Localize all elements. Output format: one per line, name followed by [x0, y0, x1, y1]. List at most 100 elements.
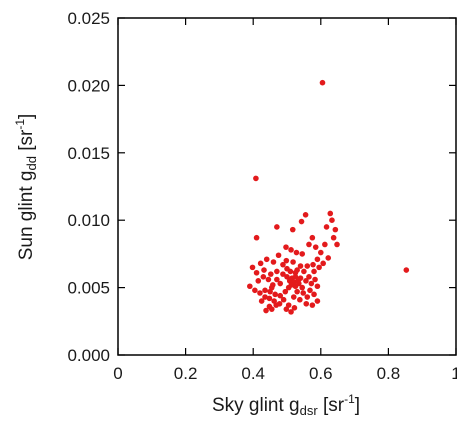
data-point	[316, 264, 322, 271]
data-point	[282, 288, 289, 295]
data-point	[268, 306, 275, 312]
x-tick-label: 0.6	[309, 364, 333, 383]
data-point	[312, 276, 318, 283]
data-point	[314, 256, 321, 263]
data-point	[318, 249, 324, 256]
x-tick-label: 0.8	[377, 364, 401, 383]
y-tick-label: 0.015	[67, 144, 110, 163]
y-tick-label: 0.000	[67, 346, 110, 365]
data-point	[273, 302, 279, 308]
x-tick-label: 1	[451, 364, 457, 383]
data-point	[255, 278, 262, 284]
data-point	[330, 234, 337, 241]
data-point	[267, 271, 274, 277]
data-point	[307, 287, 313, 294]
data-point	[309, 234, 316, 241]
data-point	[304, 294, 311, 300]
data-point	[262, 287, 268, 294]
data-point	[293, 249, 300, 256]
data-point	[263, 256, 270, 263]
data-point	[322, 241, 328, 248]
data-point	[283, 306, 290, 312]
y-axis-title: Sun glint gdd [sr-1]	[13, 114, 39, 261]
data-point	[311, 291, 317, 298]
x-axis-title: Sky glint gdsr [sr-1]	[212, 392, 360, 418]
data-point	[329, 217, 335, 223]
data-point	[296, 280, 302, 287]
tick-labels: 0 0.2 0.4 0.6 0.8 1 0.000 0.005 0.010 0.015 0.020 0…	[67, 9, 457, 383]
data-point	[274, 276, 280, 283]
data-point	[327, 210, 334, 217]
data-point	[309, 302, 316, 308]
data-point	[283, 257, 290, 264]
data-point	[403, 267, 410, 273]
data-point	[272, 291, 278, 298]
data-point	[277, 280, 284, 287]
data-point	[299, 284, 306, 291]
data-point	[303, 278, 309, 284]
data-point	[263, 307, 269, 314]
data-point	[284, 274, 290, 280]
x-tick-label: 0	[113, 364, 122, 383]
data-point	[302, 212, 309, 218]
data-point	[301, 268, 307, 275]
data-point	[292, 274, 299, 280]
data-point	[247, 283, 253, 290]
data-point	[291, 305, 298, 311]
data-point	[314, 283, 321, 290]
data-point	[277, 292, 284, 299]
data-point	[332, 226, 339, 233]
data-point	[297, 263, 304, 269]
y-tick-label: 0.010	[67, 211, 110, 230]
data-point	[312, 244, 319, 250]
data-point	[285, 284, 292, 291]
data-point	[280, 261, 286, 268]
data-point	[320, 260, 326, 267]
data-point	[249, 264, 256, 271]
data-point	[323, 224, 330, 230]
data-point	[261, 267, 267, 273]
data-point	[265, 276, 272, 283]
data-point	[319, 79, 326, 86]
data-point	[285, 302, 292, 308]
data-point	[311, 268, 317, 275]
data-point	[266, 295, 273, 302]
data-point	[253, 234, 260, 241]
data-point	[290, 259, 296, 265]
data-point	[294, 288, 300, 295]
data-point	[274, 224, 280, 230]
x-tick-label: 0.4	[241, 364, 265, 383]
data-point	[253, 269, 260, 276]
data-point	[303, 300, 310, 307]
data-point	[297, 275, 304, 281]
data-point	[325, 255, 332, 261]
data-point	[306, 274, 312, 280]
data-point	[304, 263, 311, 269]
data-point	[252, 287, 258, 294]
data-point	[284, 265, 290, 272]
data-point	[290, 294, 297, 300]
data-point	[310, 261, 316, 268]
data-points	[247, 79, 410, 315]
data-point	[280, 271, 286, 277]
data-point	[258, 298, 265, 304]
data-point	[270, 259, 277, 265]
y-tick-label: 0.020	[67, 76, 110, 95]
data-point	[334, 241, 340, 248]
data-point	[275, 252, 282, 259]
data-point	[299, 251, 306, 257]
data-point	[289, 226, 296, 233]
data-point	[288, 247, 294, 253]
data-point	[257, 260, 264, 267]
data-point	[257, 290, 263, 296]
data-point	[280, 296, 287, 303]
data-point	[274, 268, 280, 275]
data-point	[268, 284, 275, 291]
data-point	[298, 218, 305, 225]
data-point	[283, 244, 289, 250]
y-tick-label: 0.005	[67, 279, 110, 298]
data-point	[253, 175, 259, 182]
data-point	[297, 296, 303, 303]
data-point	[314, 298, 321, 304]
